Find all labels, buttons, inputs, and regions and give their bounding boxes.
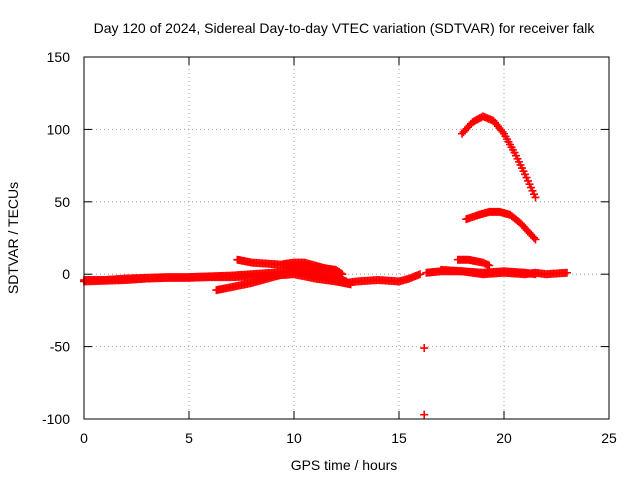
data-point: [332, 267, 340, 276]
data-point: [498, 127, 507, 136]
y-tick-label: 100: [47, 121, 71, 137]
data-point: [531, 270, 540, 279]
data-point: [531, 193, 540, 202]
x-tick-label: 20: [496, 430, 512, 446]
series-track-8: [453, 255, 494, 270]
data-point: [530, 233, 539, 242]
data-point: [563, 268, 571, 277]
y-tick-label: -100: [42, 411, 70, 427]
data-point: [336, 269, 345, 278]
y-tick-label: 50: [54, 194, 70, 210]
x-tick-label: 5: [185, 430, 193, 446]
series-track-3: [212, 267, 351, 295]
data-point: [420, 344, 429, 353]
chart-title: Day 120 of 2024, Sidereal Day-to-day VTE…: [94, 20, 596, 36]
data-point: [420, 410, 429, 419]
series-track-10: [462, 207, 540, 244]
data-point: [338, 270, 347, 279]
data-point: [416, 270, 424, 279]
y-tick-label: 150: [47, 49, 71, 65]
x-tick-label: 10: [286, 430, 302, 446]
y-tick-label: 0: [62, 266, 70, 282]
series-track-7: [437, 265, 540, 279]
series-track-9: [458, 112, 540, 202]
grid: [84, 57, 609, 419]
y-axis-ticks: -100 -50 0 50 100 150: [42, 49, 609, 427]
series-outliers: [420, 344, 429, 419]
x-axis-title: GPS time / hours: [291, 457, 398, 473]
data-points: [80, 112, 571, 419]
x-tick-label: 0: [80, 430, 88, 446]
data-point: [485, 261, 494, 270]
y-tick-label: -50: [50, 339, 70, 355]
plot-frame: [83, 56, 610, 420]
x-axis-ticks: 0 5 10 15 20 25: [80, 57, 617, 446]
x-tick-label: 25: [601, 430, 617, 446]
series-track-5: [279, 258, 340, 276]
data-point: [342, 277, 351, 286]
data-point: [346, 280, 355, 289]
y-axis-title: SDTVAR / TECUs: [5, 182, 21, 294]
data-point: [531, 235, 540, 244]
x-tick-label: 15: [391, 430, 407, 446]
